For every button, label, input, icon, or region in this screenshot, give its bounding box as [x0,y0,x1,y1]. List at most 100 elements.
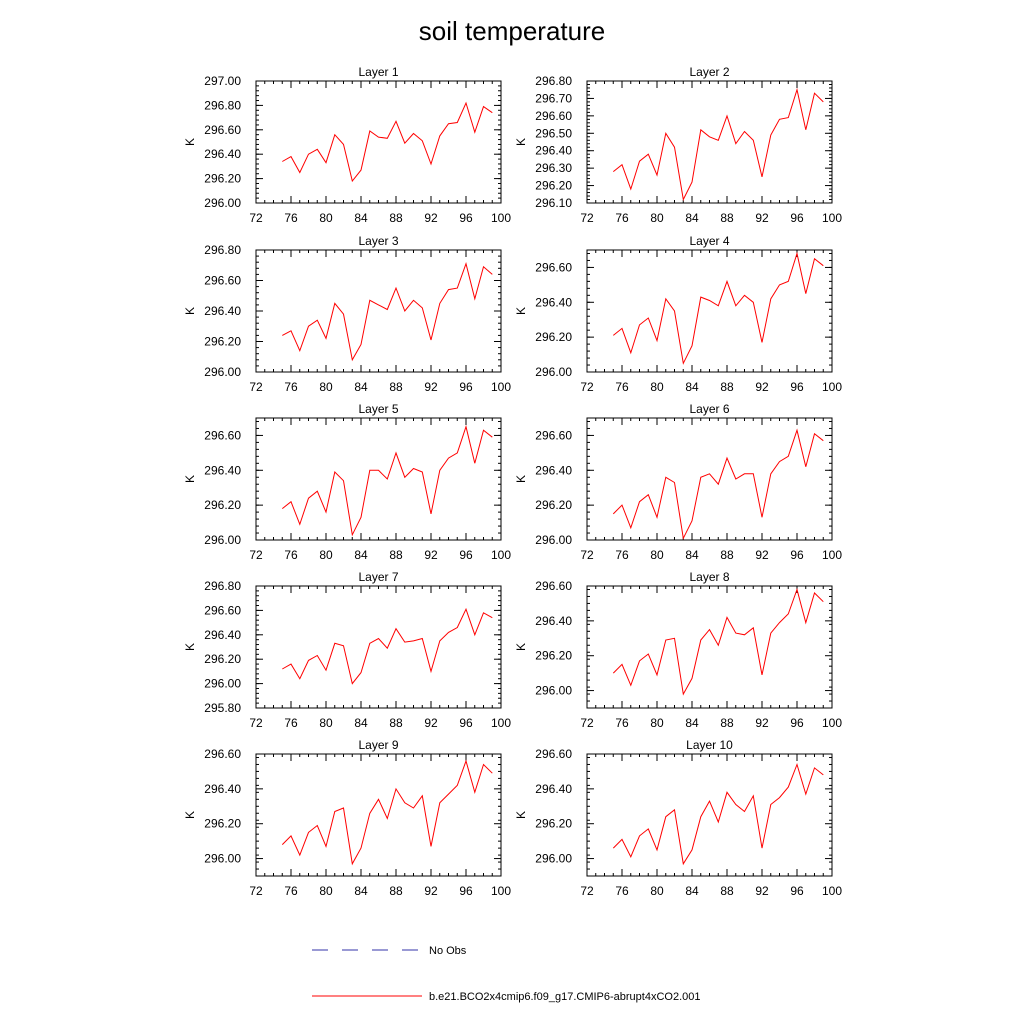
y-tick-label: 296.60 [535,109,572,123]
legend-no-obs-label: No Obs [429,945,467,957]
y-tick-label: 296.20 [535,179,572,193]
x-tick-label: 88 [720,380,734,394]
y-tick-label: 296.40 [204,463,241,477]
y-tick-label: 296.30 [535,161,572,175]
x-tick-label: 80 [650,548,664,562]
panel-title: Layer 10 [686,738,733,752]
plot-frame [586,80,833,204]
series-line-model-run [612,428,824,540]
panel-layer-9: Layer 9 K 72 76 80 84 88 92 96 100 296.00 296.20 296… [183,738,511,898]
panel-title: Layer 4 [689,234,729,248]
plot-frame [255,80,502,204]
y-tick-label: 296.50 [535,126,572,140]
y-tick-label: 296.00 [535,533,572,547]
y-axis-label: K [514,643,528,651]
x-tick-label: 72 [249,211,263,225]
x-tick-label: 72 [580,548,594,562]
x-tick-label: 76 [615,716,629,730]
x-tick-label: 88 [720,716,734,730]
x-tick-label: 72 [249,548,263,562]
x-tick-label: 88 [389,211,403,225]
series-line-model-run [281,759,493,866]
y-axis-label: K [514,475,528,483]
x-tick-label: 84 [685,548,699,562]
panel-layer-6: Layer 6 K 72 76 80 84 88 92 96 100 296.00 296.20 296… [514,402,842,562]
series-line-model-run [612,587,824,696]
x-tick-label: 76 [284,884,298,898]
plot-frame [586,585,833,709]
y-tick-label: 296.20 [204,335,241,349]
x-tick-label: 72 [249,884,263,898]
y-tick-label: 296.40 [204,628,241,642]
x-tick-label: 96 [790,548,804,562]
y-tick-label: 296.40 [535,782,572,796]
x-tick-label: 84 [354,211,368,225]
x-tick-label: 100 [491,211,511,225]
x-tick-label: 80 [650,380,664,394]
x-tick-label: 80 [650,716,664,730]
y-axis-label: K [183,811,197,819]
x-tick-label: 88 [720,548,734,562]
x-tick-label: 72 [580,716,594,730]
x-tick-label: 80 [319,380,333,394]
panel-layer-5: Layer 5 K 72 76 80 84 88 92 96 100 296.00 296.20 296… [183,402,511,562]
x-tick-label: 100 [822,884,842,898]
y-tick-label: 296.20 [535,649,572,663]
x-tick-label: 96 [459,716,473,730]
panel-layer-10: Layer 10 K 72 76 80 84 88 92 96 100 296.00 296.20 29… [514,738,842,898]
series-line-model-run [612,87,824,202]
y-tick-label: 296.70 [535,91,572,105]
y-axis-label: K [183,643,197,651]
x-tick-label: 100 [822,716,842,730]
y-tick-label: 296.60 [535,260,572,274]
plot-frame [586,753,833,877]
y-tick-label: 296.40 [204,782,241,796]
y-axis-label: K [183,307,197,315]
x-tick-label: 76 [284,380,298,394]
x-tick-label: 88 [389,716,403,730]
series-line-model-run [281,424,493,537]
panel-layer-7: Layer 7 K 72 76 80 84 88 92 96 100 295.80 296.00 296… [183,570,511,730]
x-tick-label: 76 [615,548,629,562]
panel-title: Layer 8 [689,570,729,584]
x-tick-label: 80 [319,716,333,730]
x-tick-label: 96 [790,211,804,225]
plot-frame [255,585,502,709]
y-axis-label: K [514,811,528,819]
y-tick-label: 296.40 [204,304,241,318]
x-tick-label: 84 [354,548,368,562]
panel-layer-4: Layer 4 K 72 76 80 84 88 92 96 100 296.00 296.20 296… [514,234,842,394]
x-tick-label: 88 [389,884,403,898]
y-tick-label: 296.20 [535,498,572,512]
y-tick-label: 296.20 [204,817,241,831]
panel-title: Layer 6 [689,402,729,416]
series-line-model-run [612,251,824,365]
x-tick-label: 92 [424,884,438,898]
figure-title: soil temperature [419,16,605,46]
panel-title: Layer 9 [358,738,398,752]
y-tick-label: 296.20 [535,817,572,831]
x-tick-label: 96 [790,716,804,730]
x-tick-label: 80 [319,548,333,562]
x-tick-label: 76 [615,884,629,898]
x-tick-label: 96 [459,211,473,225]
y-tick-label: 296.00 [204,196,241,210]
x-tick-label: 92 [424,548,438,562]
x-tick-label: 96 [459,884,473,898]
x-tick-label: 96 [790,380,804,394]
x-tick-label: 84 [685,380,699,394]
legend: No Obs b.e21.BCO2x4cmip6.f09_g17.CMIP6-a… [312,945,701,1003]
x-tick-label: 92 [424,380,438,394]
y-tick-label: 296.60 [204,603,241,617]
y-axis-label: K [183,138,197,146]
x-tick-label: 88 [720,884,734,898]
y-tick-label: 296.80 [535,74,572,88]
y-tick-label: 296.60 [535,747,572,761]
x-tick-label: 92 [424,716,438,730]
y-tick-label: 296.10 [535,196,572,210]
x-tick-label: 100 [822,380,842,394]
x-tick-label: 100 [491,548,511,562]
panel-title: Layer 5 [358,402,398,416]
y-tick-label: 296.40 [535,144,572,158]
